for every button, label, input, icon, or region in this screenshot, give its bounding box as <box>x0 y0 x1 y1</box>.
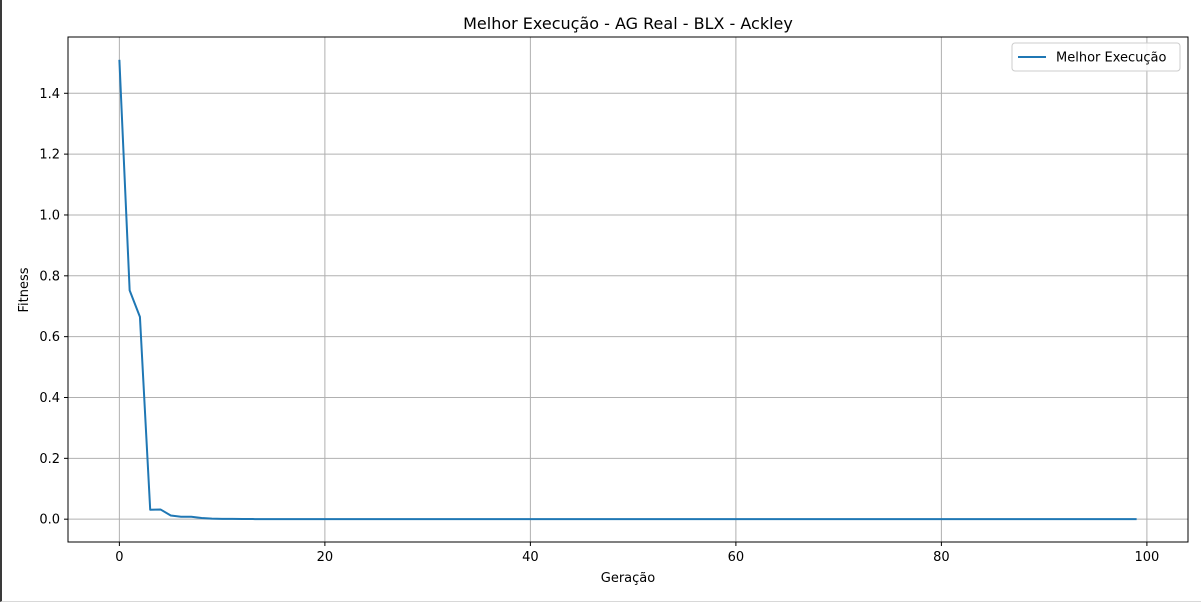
x-tick-label: 20 <box>317 550 334 565</box>
legend: Melhor Execução <box>1011 42 1181 72</box>
x-tick-label: 100 <box>1134 550 1159 565</box>
x-tick-label: 40 <box>522 550 539 565</box>
y-tick-label: 0.8 <box>39 269 60 284</box>
y-tick-label: 1.2 <box>39 148 60 163</box>
legend-box <box>1011 42 1181 72</box>
legend-entry-melhor-execucao: Melhor Execução <box>1056 51 1167 66</box>
y-tick-label: 0.2 <box>39 452 60 467</box>
x-tick-label: 80 <box>933 550 950 565</box>
x-tick-label: 60 <box>728 550 745 565</box>
plot-area-frame <box>67 36 1189 543</box>
x-tick-label: 0 <box>115 550 123 565</box>
y-tick-label: 0.0 <box>39 513 60 528</box>
y-axis-ticks: 0.0 0.2 0.4 0.6 0.8 1.0 1.2 1.4 <box>39 87 68 528</box>
y-tick-label: 1.0 <box>39 208 60 223</box>
y-tick-label: 0.4 <box>39 391 60 406</box>
chart-title: Melhor Execução - AG Real - BLX - Ackley <box>463 14 793 33</box>
grid-lines <box>68 37 1188 542</box>
x-axis-ticks: 0 20 40 60 80 100 <box>115 542 1159 565</box>
series-line-melhor-execucao <box>118 59 1137 521</box>
y-tick-label: 0.6 <box>39 330 60 345</box>
y-axis-label: Fitness <box>17 267 32 312</box>
y-tick-label: 1.4 <box>39 87 60 102</box>
x-axis-label: Geração <box>601 571 655 586</box>
series-layer <box>118 59 1137 521</box>
